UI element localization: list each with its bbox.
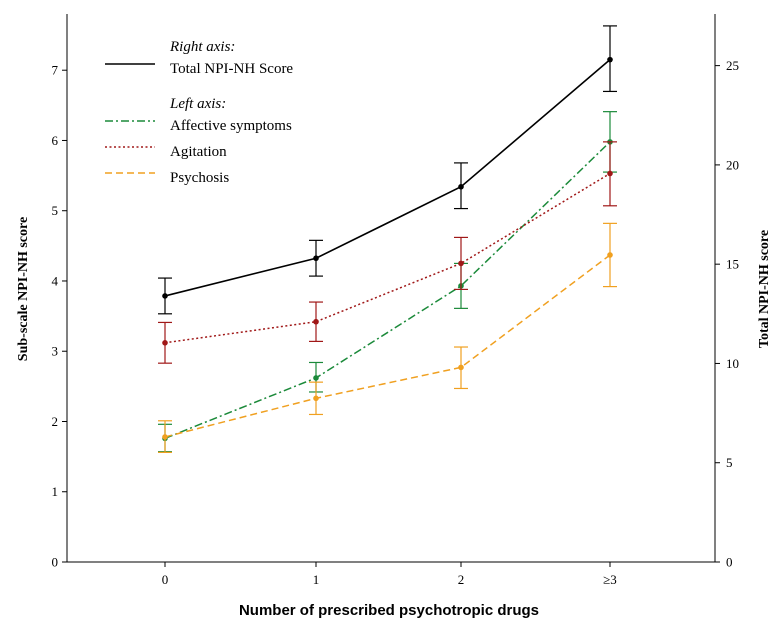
axes-layer: 0 1 2 3 4 5 6 7 0 5 10 15 20 25 0 1 2 ≥3 xyxy=(52,14,739,587)
data-point xyxy=(607,170,613,177)
data-point xyxy=(162,434,168,440)
series-line xyxy=(164,254,611,438)
data-point xyxy=(458,183,464,190)
legend: Right axis: Left axis: Total NPI-NH Score A… xyxy=(105,39,293,186)
legend-label: Agitation xyxy=(170,144,227,160)
right-y-axis-title: Total NPI-NH score xyxy=(757,230,772,348)
right-y-tick-label: 15 xyxy=(726,257,739,272)
left-y-tick-label: 0 xyxy=(52,555,59,570)
data-point xyxy=(313,318,319,325)
data-point xyxy=(607,56,613,63)
legend-label: Psychosis xyxy=(170,170,229,186)
left-y-tick-label: 2 xyxy=(52,414,59,429)
data-point xyxy=(313,375,319,381)
x-tick-label: 1 xyxy=(313,572,320,587)
x-tick-label: 0 xyxy=(162,572,169,587)
left-y-tick-label: 6 xyxy=(52,133,59,148)
series-layer xyxy=(158,25,617,453)
data-point xyxy=(162,340,168,346)
left-y-tick-label: 1 xyxy=(52,484,59,499)
legend-label: Total NPI-NH Score xyxy=(170,61,293,77)
data-point xyxy=(607,252,613,258)
legend-label: Affective symptoms xyxy=(170,118,292,134)
right-y-tick-label: 25 xyxy=(726,58,739,73)
data-point xyxy=(162,293,168,299)
series-psychosis xyxy=(158,222,617,453)
series-line xyxy=(164,172,611,344)
right-y-tick-label: 20 xyxy=(726,157,739,172)
series-affective-symptoms xyxy=(158,111,617,453)
series-line xyxy=(164,59,611,297)
data-point xyxy=(313,395,319,402)
right-y-tick-label: 5 xyxy=(726,455,733,470)
data-point xyxy=(313,255,319,262)
data-point xyxy=(458,364,464,371)
x-tick-label: 2 xyxy=(458,572,465,587)
legend-right-axis-header: Right axis: xyxy=(169,39,235,55)
left-y-axis-title: Sub-scale NPI-NH score xyxy=(16,217,31,361)
x-tick-label: ≥3 xyxy=(603,572,617,587)
left-y-tick-label: 5 xyxy=(52,203,59,218)
left-y-tick-label: 4 xyxy=(52,273,59,288)
series-line xyxy=(164,141,611,440)
right-y-tick-label: 10 xyxy=(726,356,739,371)
left-y-tick-label: 7 xyxy=(52,63,59,78)
legend-left-axis-header: Left axis: xyxy=(169,96,226,112)
left-y-tick-label: 3 xyxy=(52,344,59,359)
series-agitation xyxy=(158,141,617,364)
right-y-tick-label: 0 xyxy=(726,555,733,570)
series-total-npi-nh-score xyxy=(158,25,617,315)
data-point xyxy=(458,260,464,267)
x-axis-title: Number of prescribed psychotropic drugs xyxy=(239,602,539,619)
